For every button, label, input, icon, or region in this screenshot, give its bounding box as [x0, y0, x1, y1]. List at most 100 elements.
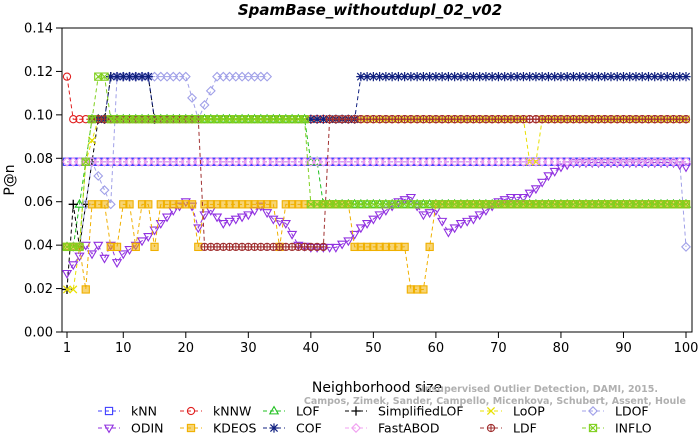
- data-point: [131, 72, 141, 82]
- data-point: [144, 200, 153, 209]
- y-tick-label: 0.12: [24, 65, 53, 80]
- data-point: [419, 285, 428, 294]
- series-fastabod: [62, 156, 691, 167]
- data-point: [505, 193, 517, 203]
- data-point: [150, 242, 159, 252]
- data-point: [436, 217, 448, 227]
- data-point: [418, 211, 429, 221]
- legend-swatch: [269, 423, 279, 433]
- series-line: [310, 76, 686, 120]
- data-point: [118, 250, 129, 260]
- data-point: [587, 72, 597, 82]
- data-point: [537, 72, 547, 82]
- data-point: [518, 193, 529, 203]
- data-point: [400, 242, 409, 252]
- data-point: [474, 211, 485, 221]
- data-point: [187, 200, 197, 209]
- data-point: [111, 259, 123, 269]
- x-tick-label: 20: [178, 341, 195, 356]
- data-point: [425, 72, 435, 82]
- data-point: [643, 72, 654, 82]
- data-point: [468, 215, 479, 225]
- legend-item-kdeos: KDEOS: [180, 421, 257, 434]
- chart-title: SpamBase_withoutdupl_02_v02: [238, 1, 502, 19]
- data-point: [361, 219, 373, 229]
- legend-item-cof: COF: [263, 421, 322, 434]
- data-point: [637, 72, 647, 82]
- data-point: [261, 209, 273, 219]
- data-point: [100, 72, 109, 81]
- data-point: [180, 71, 191, 82]
- data-point: [681, 72, 691, 82]
- data-point: [400, 72, 410, 82]
- data-point: [368, 72, 378, 82]
- data-point: [100, 200, 109, 209]
- series-odin: [61, 159, 692, 279]
- series-line: [92, 118, 686, 248]
- data-point: [86, 250, 98, 260]
- data-point: [487, 72, 497, 82]
- data-point: [550, 72, 560, 82]
- x-tick-label: 1: [63, 341, 71, 356]
- y-axis: 0.00 0.02 0.04 0.06 0.08 0.10 0.12 0.14: [24, 22, 62, 341]
- data-point: [443, 228, 454, 238]
- series-cof: [93, 72, 691, 124]
- data-point: [99, 254, 110, 264]
- legend-swatch: [186, 423, 196, 433]
- data-point: [69, 115, 78, 124]
- data-point: [218, 219, 229, 229]
- data-point: [368, 198, 379, 208]
- data-point: [662, 72, 672, 82]
- data-point: [393, 72, 403, 82]
- data-point: [211, 213, 223, 223]
- data-point: [512, 193, 523, 203]
- data-point: [280, 219, 291, 229]
- legend-item-loop: LoOP: [480, 404, 545, 419]
- legend-label: FastABOD: [378, 421, 440, 434]
- data-point: [187, 92, 198, 103]
- y-axis-label: P@n: [2, 164, 18, 195]
- watermark-line-1: Unsupervised Outlier Detection, DAMI, 20…: [417, 384, 658, 395]
- data-point: [412, 72, 422, 82]
- data-point: [211, 113, 223, 123]
- legend-swatch: [486, 406, 496, 416]
- x-tick-label: 10: [115, 341, 132, 356]
- data-point: [424, 209, 435, 219]
- data-point: [136, 237, 148, 247]
- data-point: [475, 72, 485, 82]
- data-point: [418, 72, 428, 82]
- data-point: [481, 72, 491, 82]
- data-point: [512, 72, 522, 82]
- data-point: [112, 242, 122, 252]
- data-point: [81, 285, 90, 294]
- data-point: [75, 242, 84, 252]
- data-point: [230, 215, 241, 225]
- data-point: [681, 115, 691, 124]
- data-point: [593, 72, 604, 82]
- series-simplifiedlof: [62, 72, 160, 295]
- data-point: [268, 113, 279, 123]
- data-point: [405, 193, 417, 203]
- data-point: [455, 219, 467, 229]
- data-point: [155, 219, 166, 229]
- legend-swatch: [268, 405, 280, 415]
- data-point: [449, 224, 460, 234]
- data-point: [556, 72, 566, 82]
- data-point: [387, 72, 397, 82]
- data-point: [293, 241, 304, 251]
- series-layer: [61, 71, 692, 295]
- legend-item-inflo: INFLO: [582, 421, 652, 434]
- data-point: [355, 198, 367, 208]
- legend-swatch: [486, 423, 496, 433]
- data-point: [286, 230, 298, 240]
- data-point: [99, 185, 110, 196]
- data-point: [356, 72, 366, 82]
- data-point: [125, 200, 134, 209]
- data-point: [193, 224, 204, 234]
- data-point: [61, 269, 73, 279]
- legend-label: LOF: [296, 404, 320, 419]
- legend-item-fastabod: FastABOD: [345, 421, 440, 434]
- data-point: [524, 189, 535, 199]
- x-tick-label: 60: [428, 341, 445, 356]
- data-point: [300, 115, 309, 124]
